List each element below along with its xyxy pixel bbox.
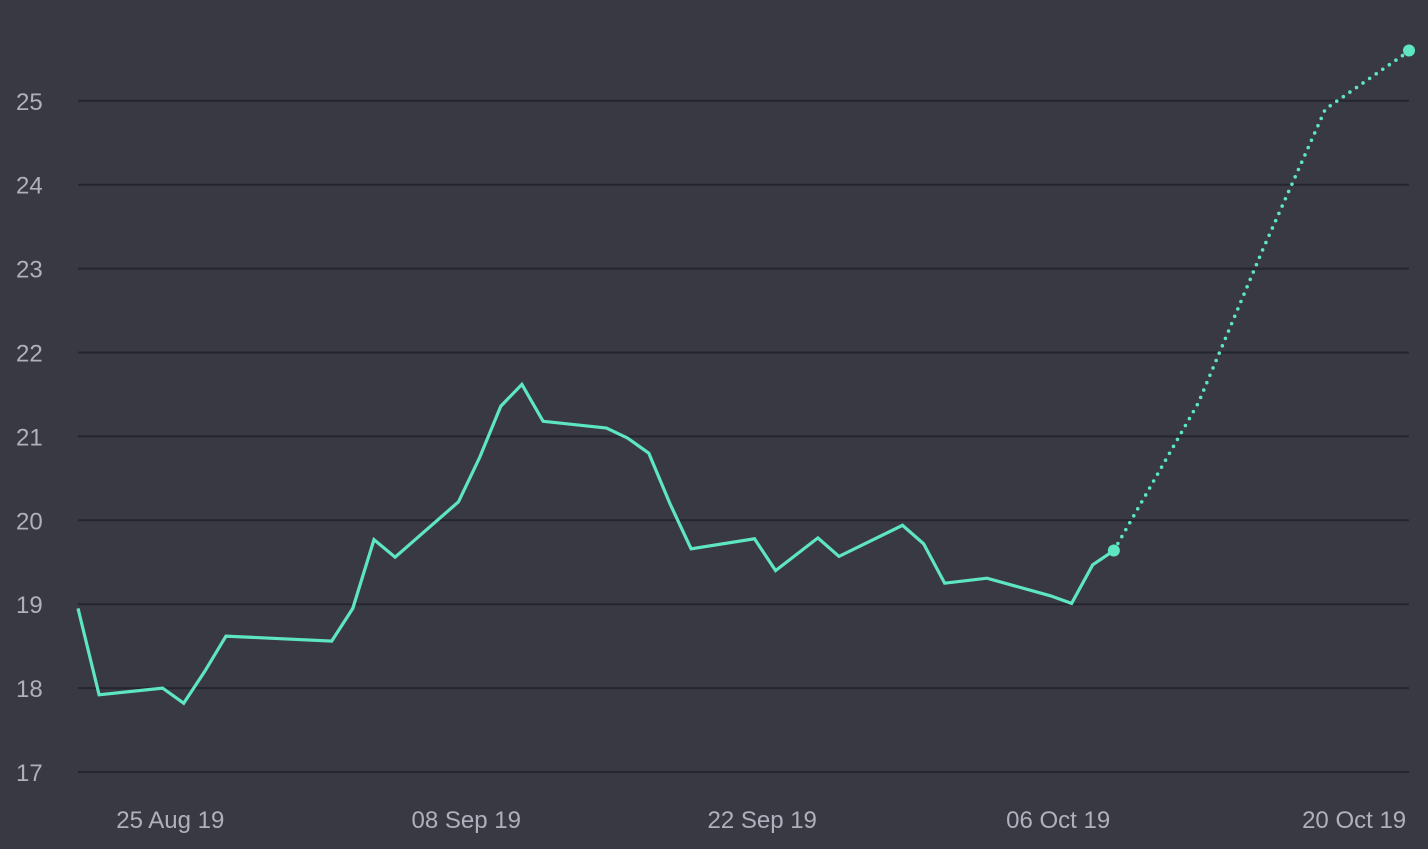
x-tick-label: 08 Sep 19 (412, 807, 521, 834)
x-tick-label: 20 Oct 19 (1302, 807, 1406, 834)
series-layer (76, 48, 1412, 706)
y-tick-label: 18 (16, 676, 43, 703)
y-axis-tick-labels: 17 18 19 20 21 22 23 24 25 (16, 89, 43, 787)
y-tick-label: 20 (16, 508, 43, 535)
y-tick-label: 17 (16, 760, 43, 787)
x-tick-label: 25 Aug 19 (116, 807, 224, 834)
y-tick-label: 23 (16, 257, 43, 284)
x-axis-tick-labels: 25 Aug 19 08 Sep 19 22 Sep 19 06 Oct 19 20 O… (116, 807, 1406, 834)
y-tick-label: 19 (16, 592, 43, 619)
last-actual-marker (1107, 544, 1120, 557)
x-tick-label: 22 Sep 19 (707, 807, 816, 834)
grid-layer (78, 99, 1409, 773)
y-tick-label: 24 (16, 173, 43, 200)
y-tick-label: 22 (16, 341, 43, 368)
series-line-0 (76, 381, 1115, 706)
x-tick-label: 06 Oct 19 (1006, 807, 1110, 834)
y-tick-label: 21 (16, 424, 43, 451)
series-points (77, 44, 1415, 704)
forecast-end-marker (1403, 44, 1415, 57)
y-tick-label: 25 (16, 89, 43, 116)
forecast-line-1 (1112, 48, 1412, 553)
